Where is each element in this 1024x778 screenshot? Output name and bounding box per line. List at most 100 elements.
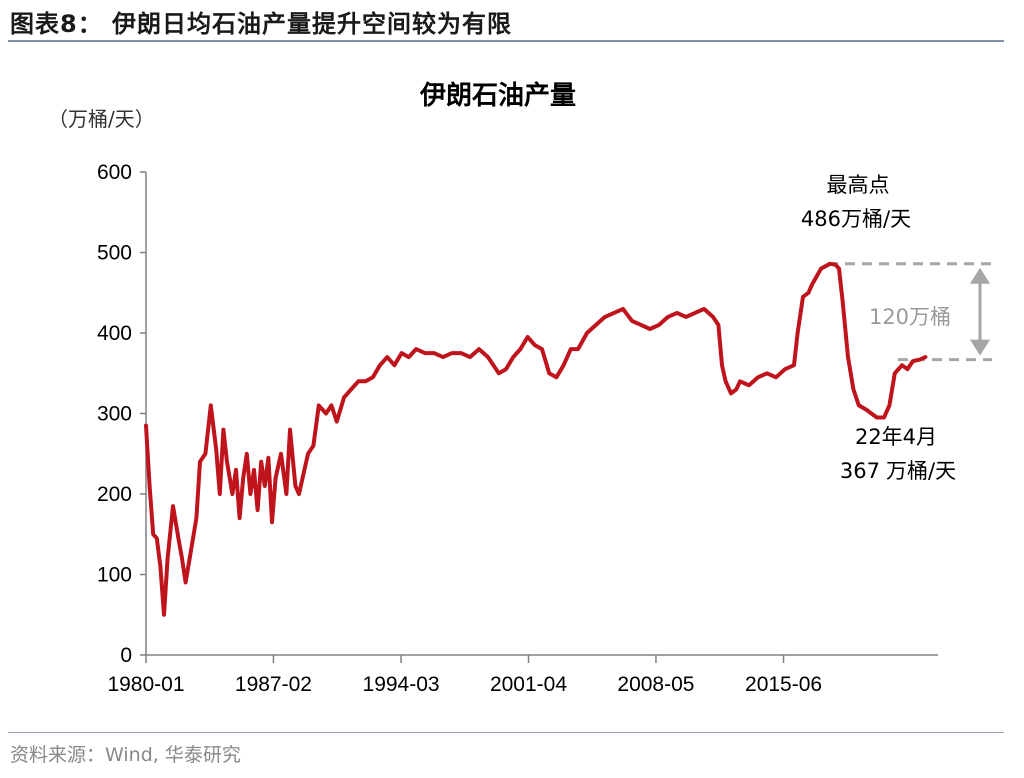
- series-point: [199, 461, 201, 463]
- series-point: [460, 352, 462, 354]
- series-point: [811, 284, 813, 286]
- series-point: [541, 348, 543, 350]
- series-point: [152, 533, 154, 535]
- peak-value-label: 486万桶/天: [801, 207, 911, 231]
- series-point: [393, 364, 395, 366]
- series-point: [442, 356, 444, 358]
- series-point: [294, 485, 296, 487]
- x-tick-label: 1980-01: [107, 673, 184, 696]
- series-point: [222, 429, 224, 431]
- latest-date-label: 22年4月: [855, 425, 937, 449]
- difference-label: 120万桶: [869, 305, 951, 329]
- x-tick-label: 2001-04: [490, 673, 567, 696]
- series-point: [215, 449, 217, 451]
- series-point: [325, 412, 327, 415]
- series-point: [451, 352, 453, 354]
- series-point: [330, 404, 332, 406]
- series-point: [424, 352, 426, 354]
- series-point: [757, 376, 759, 378]
- series-point: [145, 425, 147, 427]
- axes: [140, 171, 938, 663]
- series-point: [870, 412, 873, 415]
- series-layer: [144, 261, 928, 617]
- series-point: [534, 344, 536, 346]
- y-tick-label: 500: [97, 242, 132, 265]
- series-point: [548, 372, 550, 374]
- y-tick-label: 0: [120, 644, 132, 667]
- series-point: [177, 537, 179, 539]
- series-point: [235, 469, 237, 471]
- peak-value-unit: 万桶/天: [841, 207, 911, 231]
- source-note: 资料来源：Wind, 华泰研究: [10, 744, 241, 766]
- series-point: [379, 364, 381, 366]
- series-point: [829, 263, 831, 265]
- series-point: [487, 356, 489, 358]
- series-point: [906, 368, 909, 370]
- series-point: [365, 380, 367, 382]
- series-point: [167, 557, 169, 560]
- series-point: [894, 372, 896, 374]
- series-point: [807, 292, 810, 294]
- series-point: [253, 469, 255, 471]
- series-point: [249, 493, 251, 495]
- series-point: [401, 352, 403, 354]
- peak-title-label: 最高点: [827, 173, 890, 197]
- series-point: [649, 328, 651, 330]
- series-point: [924, 356, 927, 358]
- series-point: [876, 416, 878, 419]
- series-point: [318, 404, 320, 406]
- series-point: [847, 356, 849, 358]
- range-guides: [828, 262, 992, 362]
- series-point: [257, 509, 259, 511]
- chart-title: 伊朗石油产量: [419, 81, 576, 111]
- series-point: [852, 388, 855, 390]
- peak-value-number: 486: [801, 207, 841, 231]
- series-point: [919, 359, 921, 361]
- series-point: [748, 384, 750, 386]
- series-point: [784, 368, 786, 370]
- series-point: [275, 477, 277, 479]
- series-point: [181, 557, 183, 560]
- series-point: [210, 404, 212, 406]
- series-point: [901, 364, 903, 366]
- series-point: [717, 324, 720, 326]
- series-point: [372, 376, 374, 378]
- series-point: [204, 453, 206, 455]
- footer-rule: [8, 732, 1004, 733]
- series-point: [912, 360, 914, 362]
- series-point: [478, 348, 480, 350]
- series-point: [219, 493, 221, 495]
- series-point: [433, 352, 435, 354]
- latest-value-unit: 万桶/天: [886, 459, 956, 483]
- series-point: [766, 372, 768, 374]
- series-point: [156, 537, 158, 539]
- series-point: [190, 549, 192, 551]
- series-point: [820, 268, 822, 270]
- series-point: [357, 380, 359, 382]
- series-point: [527, 336, 529, 338]
- x-tick-label: 1987-02: [235, 673, 312, 696]
- series-point: [631, 320, 633, 322]
- series-point: [640, 324, 642, 326]
- series-point: [350, 388, 352, 390]
- tick-labels: 0 100 200 300 400 500 600 1980-01 1987-02 1994-03…: [97, 161, 822, 696]
- series-point: [271, 521, 273, 523]
- series-point: [226, 461, 228, 463]
- series-point: [622, 308, 624, 310]
- series-point: [415, 348, 417, 350]
- series-point: [239, 517, 241, 519]
- series-point: [802, 296, 804, 298]
- series-point: [595, 324, 597, 326]
- series-point: [555, 376, 558, 378]
- series-point: [303, 469, 305, 471]
- series-point: [834, 264, 837, 266]
- series-point: [312, 445, 314, 447]
- series-point: [289, 429, 291, 431]
- series-line: [144, 261, 928, 617]
- y-tick-label: 200: [97, 483, 132, 506]
- y-unit-label: （万桶/天）: [48, 107, 155, 131]
- series-point: [667, 316, 669, 318]
- series-point: [242, 477, 244, 479]
- series-point: [505, 368, 507, 370]
- series-point: [343, 396, 345, 398]
